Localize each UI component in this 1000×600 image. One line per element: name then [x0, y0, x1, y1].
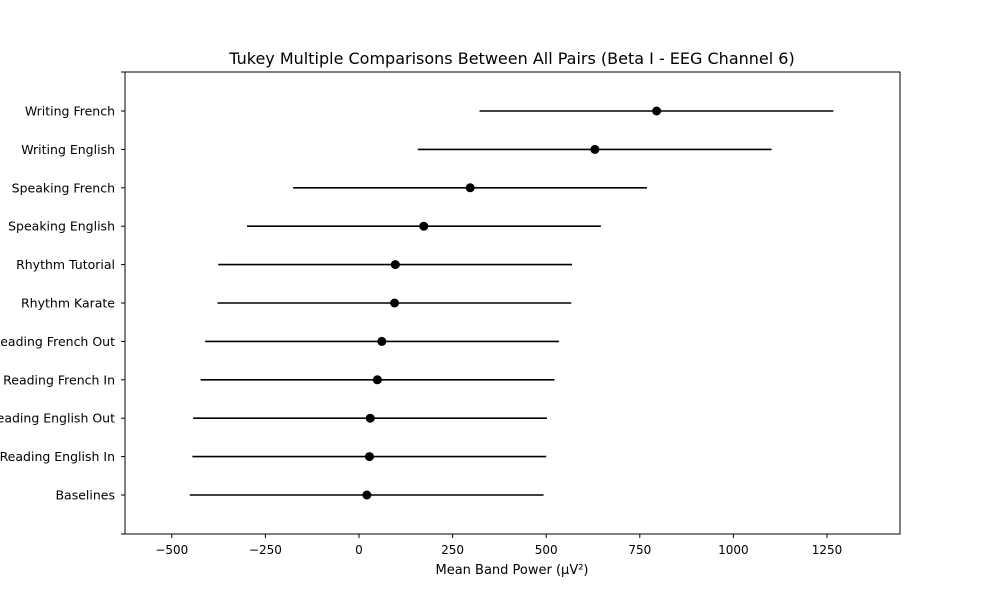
- mean-marker: [365, 413, 375, 423]
- mean-marker: [465, 183, 475, 193]
- y-tick-label: Reading English Out: [0, 411, 115, 426]
- x-tick-label: 1000: [718, 543, 749, 557]
- mean-marker: [390, 298, 400, 308]
- y-tick-label: Speaking French: [12, 180, 115, 195]
- y-tick-label: Reading English In: [0, 449, 115, 464]
- y-axis-ticks: Writing French Writing English Speaking Fr…: [0, 71, 125, 535]
- x-axis-ticks: −500 −250 0 250 500 750 1000 1250: [155, 534, 842, 557]
- x-tick-label: −500: [155, 543, 188, 557]
- mean-marker: [362, 490, 372, 500]
- y-tick-label: Reading French In: [3, 372, 115, 387]
- x-tick-label: 0: [355, 543, 363, 557]
- x-tick-label: 250: [441, 543, 464, 557]
- y-tick-label: Reading French Out: [0, 334, 115, 349]
- y-tick-label: Speaking English: [8, 219, 115, 234]
- y-tick-label: Rhythm Karate: [21, 296, 115, 311]
- y-tick-label: Writing English: [21, 142, 115, 157]
- mean-marker: [590, 144, 600, 154]
- mean-marker: [377, 336, 387, 346]
- y-tick-label: Baselines: [55, 488, 115, 503]
- mean-marker: [419, 221, 429, 231]
- x-tick-label: 1250: [812, 543, 843, 557]
- x-tick-label: −250: [249, 543, 282, 557]
- x-tick-label: 500: [535, 543, 558, 557]
- chart-title: Tukey Multiple Comparisons Between All P…: [228, 49, 794, 68]
- mean-marker: [364, 452, 374, 462]
- x-axis-label: Mean Band Power (µV²): [435, 563, 588, 578]
- mean-marker: [652, 106, 662, 116]
- plot-marks: [189, 106, 834, 500]
- mean-marker: [372, 375, 382, 385]
- mean-marker: [390, 260, 400, 270]
- x-tick-label: 750: [628, 543, 651, 557]
- y-tick-label: Rhythm Tutorial: [16, 257, 115, 272]
- y-tick-label: Writing French: [25, 104, 115, 119]
